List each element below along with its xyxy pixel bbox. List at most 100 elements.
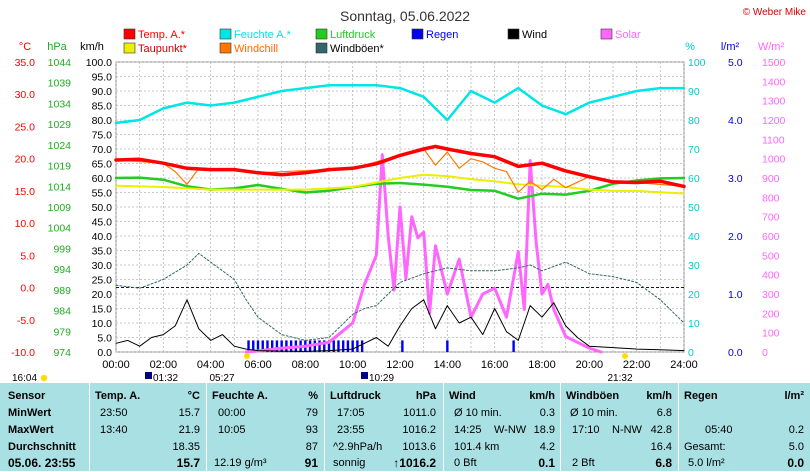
rain-bar <box>332 340 335 352</box>
header-wind-unit: km/h <box>529 390 555 402</box>
tick-solar: 1000 <box>762 154 786 166</box>
tick-solar: 700 <box>762 212 780 224</box>
chart-title: Sonntag, 05.06.2022 <box>340 8 470 24</box>
legend-label: Solar <box>615 29 641 41</box>
tick-hpa: 979 <box>53 326 71 338</box>
rain-max: 0.2 <box>788 424 804 436</box>
legend-label: Wind <box>522 29 547 41</box>
header-temp: Temp. A. <box>95 390 141 402</box>
rain-bar <box>360 340 364 352</box>
legend-label: Feuchte A.* <box>234 29 292 41</box>
x-tick-label: 06:00 <box>244 359 272 371</box>
tick-rain: 5.0 <box>728 57 743 69</box>
tick-hpa: 984 <box>53 306 71 318</box>
tick-solar: 1500 <box>762 57 786 69</box>
hum-absolute: 12.19 g/m³ <box>214 457 267 469</box>
chart-axes: °C hPa km/h% l/m² W/m² 35.0 30.0 25.0 20.0 15.0 10… <box>11 41 785 359</box>
legend-swatch <box>507 28 520 40</box>
tick-solar: 0 <box>762 347 768 359</box>
wind-max: 18.9 <box>533 424 555 436</box>
tick-hpa: 1024 <box>48 140 72 152</box>
wind-current: 0.1 <box>538 456 555 470</box>
tick-percent: 10 <box>688 318 700 330</box>
rain-bar <box>327 340 331 352</box>
time-strip: 16:04 01:32 05:27 10:29 21:32 <box>12 353 633 383</box>
rain-bar <box>446 340 449 352</box>
tick-kmh: 70.0 <box>92 144 113 156</box>
series-taupunkt <box>115 173 685 195</box>
tick-hpa: 1004 <box>48 223 72 235</box>
axis-unit-hpa: hPa <box>47 41 67 53</box>
hum-min: 79 <box>305 407 318 419</box>
tick-celsius: 10.0 <box>15 218 36 230</box>
x-tick-label: 10:00 <box>339 359 367 371</box>
tick-kmh: 60.0 <box>92 173 113 185</box>
rain-current-value: 0.0 <box>787 456 804 470</box>
sun-icon <box>40 374 48 382</box>
header-sensor: Sensor <box>8 390 46 402</box>
axis-unit-solar: W/m² <box>758 41 785 53</box>
series-solar <box>244 153 603 354</box>
tick-rain: 1.0 <box>728 289 743 301</box>
tick-solar: 1300 <box>762 96 786 108</box>
wind-avg: 4.2 <box>539 441 555 453</box>
sun-time-label: 01:32 <box>153 373 178 383</box>
sun-time-label: 05:27 <box>209 373 234 383</box>
tick-hpa: 1039 <box>48 78 72 90</box>
tick-celsius: 25.0 <box>15 121 36 133</box>
tick-celsius: 35.0 <box>15 57 36 69</box>
tick-solar: 600 <box>762 231 780 243</box>
gust-max-time: 17:10 <box>572 424 600 436</box>
hum-max: 93 <box>305 424 318 436</box>
axis-unit-percent: % <box>685 41 695 53</box>
tick-hpa: 1014 <box>48 181 72 193</box>
tick-kmh: 100.0 <box>86 57 112 69</box>
hum-avg: 87 <box>305 441 318 453</box>
wind-avg10: 0.3 <box>539 407 555 419</box>
x-tick-label: 22:00 <box>623 359 651 371</box>
time-left-label: 16:04 <box>12 373 37 383</box>
tick-hpa: 1009 <box>48 202 72 214</box>
legend-label: Luftdruck <box>330 29 376 41</box>
tick-solar: 1200 <box>762 115 786 127</box>
copyright-label: © Weber Mike <box>743 7 807 18</box>
hum-min-time: 00:00 <box>218 407 246 419</box>
tick-kmh: 30.0 <box>92 260 113 272</box>
tick-percent: 70 <box>688 144 700 156</box>
tick-hpa: 994 <box>53 264 71 276</box>
tick-kmh: 20.0 <box>92 289 113 301</box>
temp-min-time: 23:50 <box>100 407 128 419</box>
axis-unit-celsius: °C <box>19 41 31 53</box>
hum-current: 91 <box>304 456 318 470</box>
tick-kmh: 85.0 <box>92 101 113 113</box>
wind-avg10-label: Ø 10 min. <box>454 407 502 419</box>
legend-label: Windchill <box>234 43 278 55</box>
gust-max: 42.8 <box>650 424 672 436</box>
series-wind <box>115 299 685 352</box>
rain-bar <box>271 340 274 352</box>
tick-solar: 1100 <box>762 134 785 146</box>
rain-total-label: Gesamt: <box>684 441 726 453</box>
legend-swatch <box>315 28 328 40</box>
tick-percent: 80 <box>688 115 700 127</box>
tick-kmh: 75.0 <box>92 130 113 142</box>
temp-max: 21.9 <box>178 424 200 436</box>
tick-rain: 0.0 <box>728 347 743 359</box>
tick-celsius: 5.0 <box>20 250 35 262</box>
temp-min: 15.7 <box>178 407 200 419</box>
temp-avg: 18.35 <box>172 441 200 453</box>
tick-kmh: 10.0 <box>92 318 113 330</box>
tick-hpa: 1029 <box>48 119 72 131</box>
wind-bft: 0 Bft <box>454 457 477 469</box>
sun-time-label: 10:29 <box>369 373 394 383</box>
tick-rain: 3.0 <box>728 173 743 185</box>
press-max: 1016.2 <box>402 424 436 436</box>
tick-kmh: 40.0 <box>92 231 113 243</box>
tick-rain: 2.0 <box>728 231 743 243</box>
wind-max-dir: W-NW <box>494 424 527 436</box>
legend-label: Regen <box>426 29 458 41</box>
stats-min-row: MinWert 23:50 15.7 00:00 79 17:05 1011.0… <box>0 405 810 422</box>
tick-percent: 50 <box>688 202 700 214</box>
tick-percent: 30 <box>688 260 700 272</box>
press-max-time: 23:55 <box>337 424 365 436</box>
